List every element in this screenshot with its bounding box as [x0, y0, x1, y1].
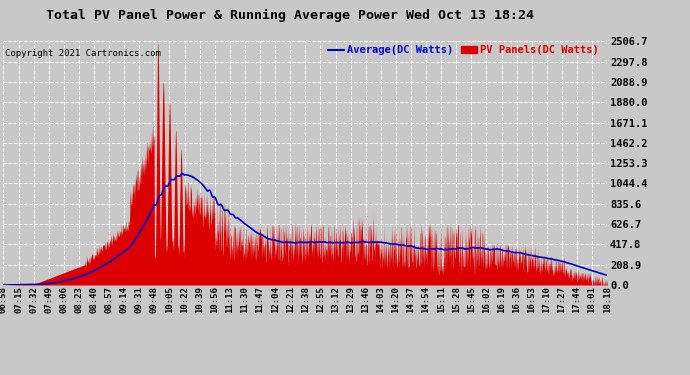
- Text: Copyright 2021 Cartronics.com: Copyright 2021 Cartronics.com: [5, 49, 161, 58]
- Legend: Average(DC Watts), PV Panels(DC Watts): Average(DC Watts), PV Panels(DC Watts): [328, 45, 599, 55]
- Text: Total PV Panel Power & Running Average Power Wed Oct 13 18:24: Total PV Panel Power & Running Average P…: [46, 9, 534, 22]
